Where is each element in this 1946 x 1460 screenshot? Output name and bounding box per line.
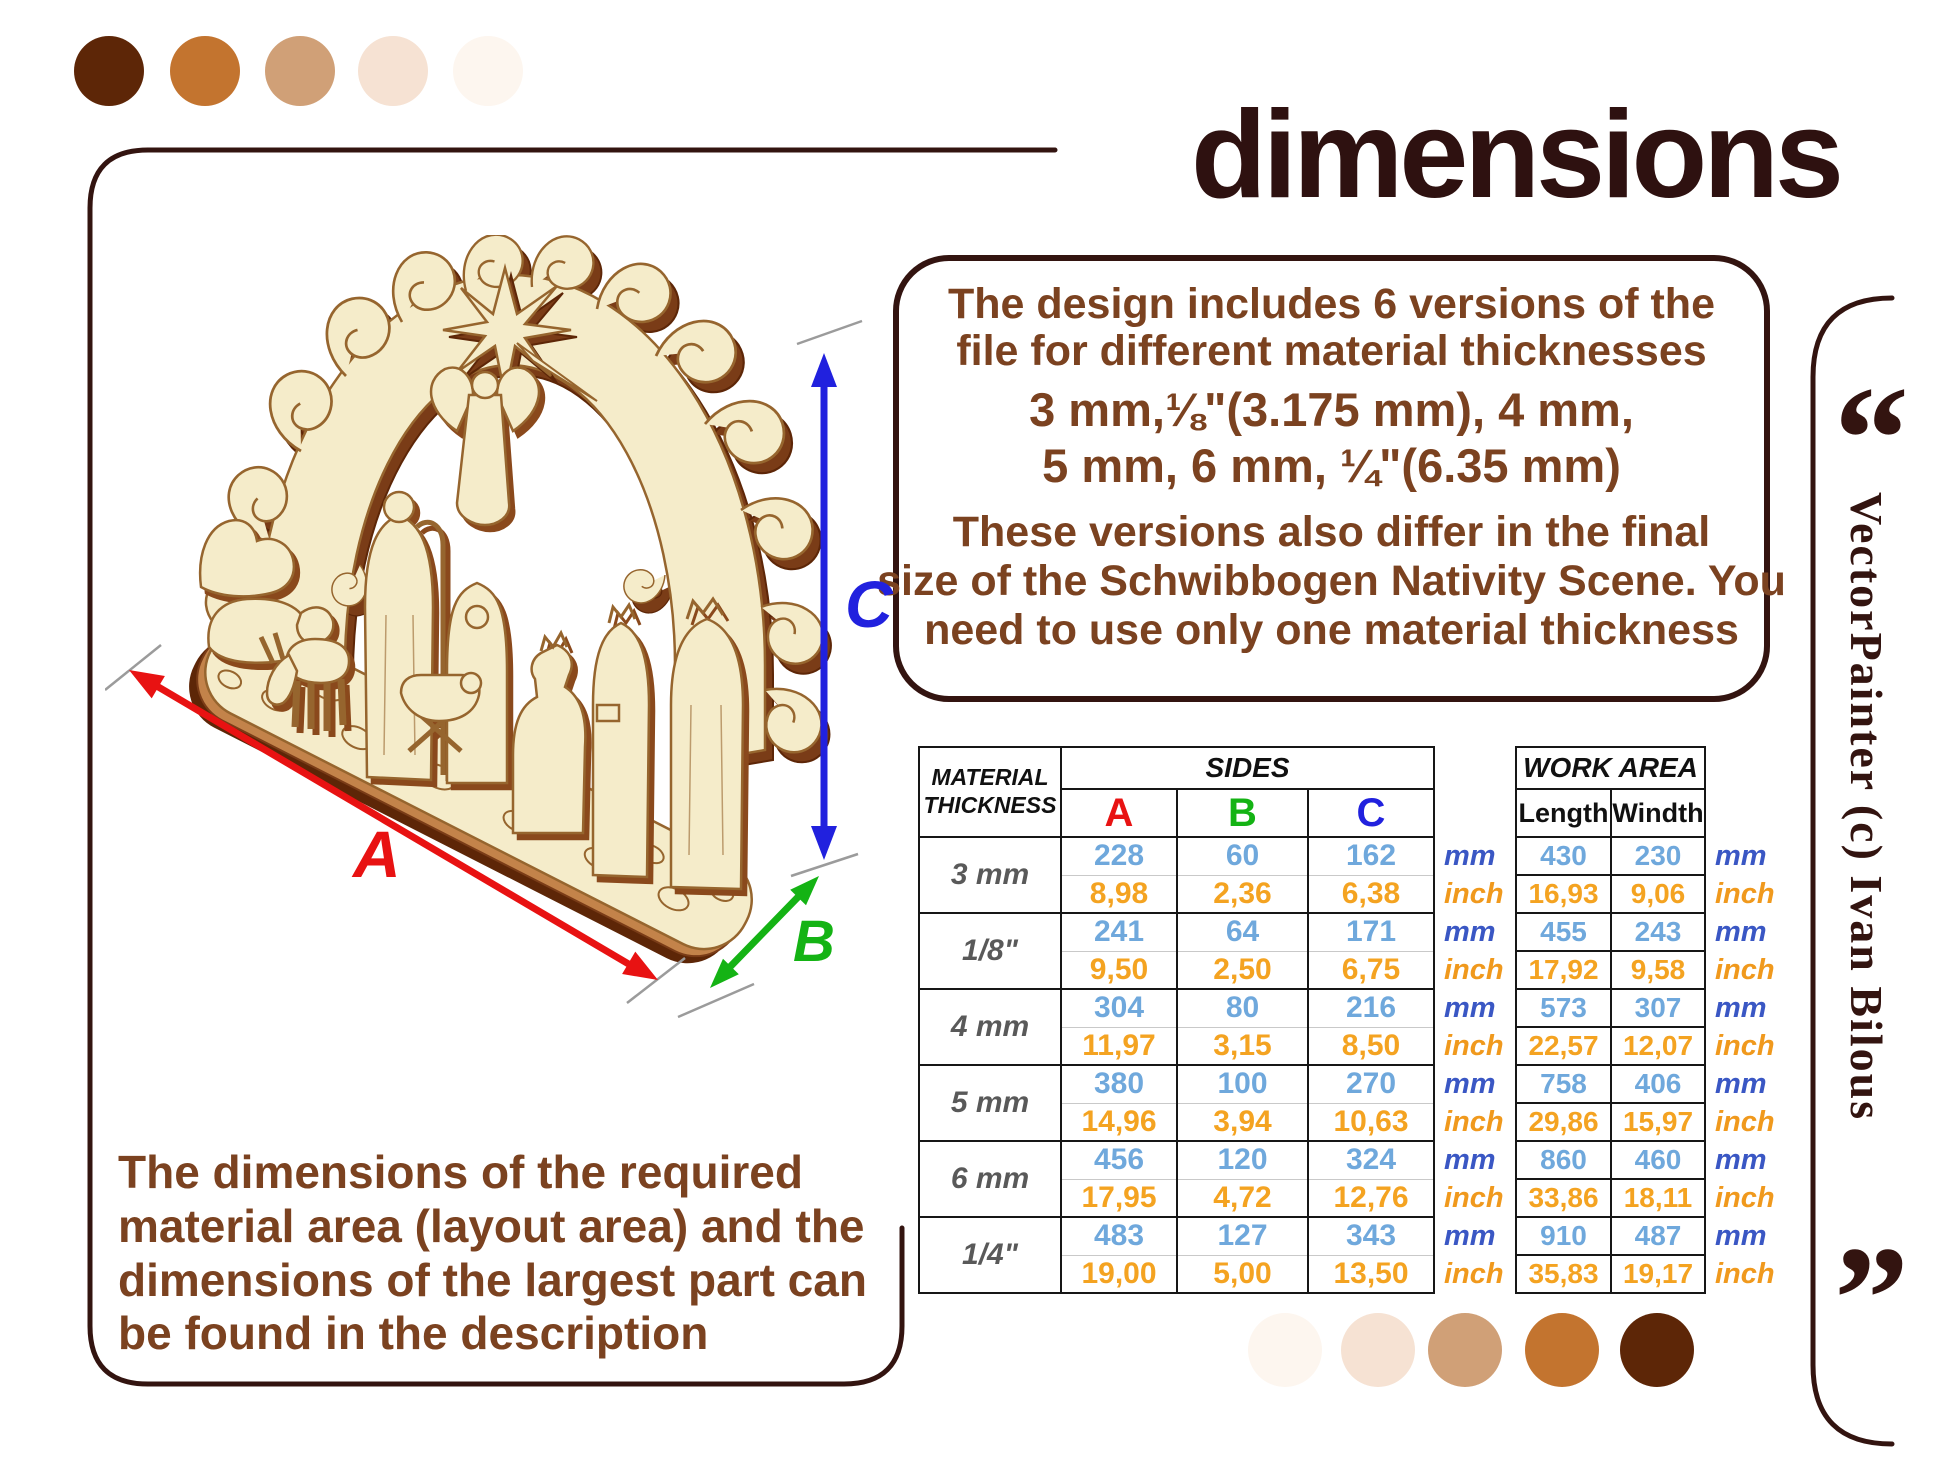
unit-inch: inch (1715, 953, 1775, 986)
unit-inch: inch (1444, 1105, 1504, 1138)
dimension-arrow-c: C (811, 353, 894, 860)
label-a: A (351, 817, 401, 891)
info-thickness-list: 3 mm,⅛"(3.175 mm), 4 mm, 5 mm, 6 mm, ¼"(… (1029, 382, 1634, 492)
nativity-illustration: A B C (105, 235, 894, 1019)
joseph (363, 490, 446, 782)
unit-inch: inch (1715, 1105, 1775, 1138)
figures (198, 490, 745, 891)
work-area-header: WORK AREA (1515, 746, 1706, 790)
palette-dot-bottom-5 (1620, 1313, 1694, 1387)
dimension-ticks (105, 319, 863, 1019)
info-intro-text: The design includes 6 versions of the fi… (947, 280, 1715, 376)
unit-mm: mm (1444, 1067, 1496, 1100)
material-thickness-header: MATERIAL THICKNESS (918, 746, 1062, 838)
unit-mm: mm (1715, 1143, 1767, 1176)
angel (429, 366, 541, 527)
unit-inch: inch (1444, 877, 1504, 910)
thickness-label: 1/8" (918, 912, 1062, 990)
unit-inch: inch (1444, 1181, 1504, 1214)
palette-dot-bottom-3 (1428, 1313, 1502, 1387)
unit-mm: mm (1444, 839, 1496, 872)
star (442, 263, 598, 404)
credit-text: VectorPainter (c) Ivan Bilous (1841, 492, 1892, 1122)
king-right (669, 596, 745, 891)
bottom-note: The dimensions of the required material … (118, 1146, 867, 1360)
unit-mm: mm (1715, 839, 1767, 872)
col-c-header: C (1307, 788, 1435, 838)
windth-header: Windth (1610, 788, 1706, 838)
unit-inch: inch (1715, 877, 1775, 910)
unit-mm: mm (1715, 1067, 1767, 1100)
thickness-label: 4 mm (918, 988, 1062, 1066)
length-header: Length (1515, 788, 1612, 838)
unit-inch: inch (1715, 1029, 1775, 1062)
sides-table: MATERIAL THICKNESS SIDES A B C 3 mm 228 … (918, 746, 1506, 1294)
unit-mm: mm (1444, 915, 1496, 948)
donkey (258, 632, 351, 731)
page-title: dimensions (1190, 86, 1844, 224)
palette-dot-top-2 (170, 36, 240, 106)
thickness-label: 1/4" (918, 1216, 1062, 1294)
unit-inch: inch (1444, 953, 1504, 986)
col-b-header: B (1176, 788, 1309, 838)
sides-header: SIDES (1060, 746, 1435, 790)
unit-inch: inch (1444, 1029, 1504, 1062)
thickness-label: 6 mm (918, 1140, 1062, 1218)
info-box: The design includes 6 versions of the fi… (877, 255, 1786, 702)
palette-dot-top-5 (453, 36, 523, 106)
palette-dot-top-4 (358, 36, 428, 106)
unit-mm: mm (1715, 991, 1767, 1024)
king-standing (591, 601, 651, 879)
camel-lying (198, 518, 296, 598)
info-note-text: These versions also differ in the final … (877, 508, 1786, 654)
open-quote: “ (1834, 356, 1909, 522)
unit-mm: mm (1715, 1219, 1767, 1252)
label-c: C (845, 567, 894, 641)
palette-dot-top-3 (265, 36, 335, 106)
palette-dot-bottom-2 (1341, 1313, 1415, 1387)
unit-mm: mm (1715, 915, 1767, 948)
palette-dot-bottom-1 (1248, 1313, 1322, 1387)
unit-inch: inch (1715, 1181, 1775, 1214)
label-b: B (793, 909, 835, 974)
palette-dot-bottom-4 (1525, 1313, 1599, 1387)
palette-dot-top-1 (74, 36, 144, 106)
unit-mm: mm (1444, 991, 1496, 1024)
thickness-label: 3 mm (918, 836, 1062, 914)
manger-baby (399, 671, 483, 753)
unit-mm: mm (1444, 1219, 1496, 1252)
col-a-header: A (1060, 788, 1178, 838)
unit-inch: inch (1715, 1257, 1775, 1290)
dimension-arrow-b: B (710, 876, 835, 988)
unit-inch: inch (1444, 1257, 1504, 1290)
king-kneeling (511, 629, 587, 835)
work-area-table: WORK AREA Length Windth 430 230 mm 16,93… (1515, 746, 1777, 1294)
unit-mm: mm (1444, 1143, 1496, 1176)
close-quote: ” (1834, 1216, 1909, 1382)
thickness-label: 5 mm (918, 1064, 1062, 1142)
cow-head (295, 606, 335, 645)
dimension-arrow-a: A (129, 670, 658, 980)
